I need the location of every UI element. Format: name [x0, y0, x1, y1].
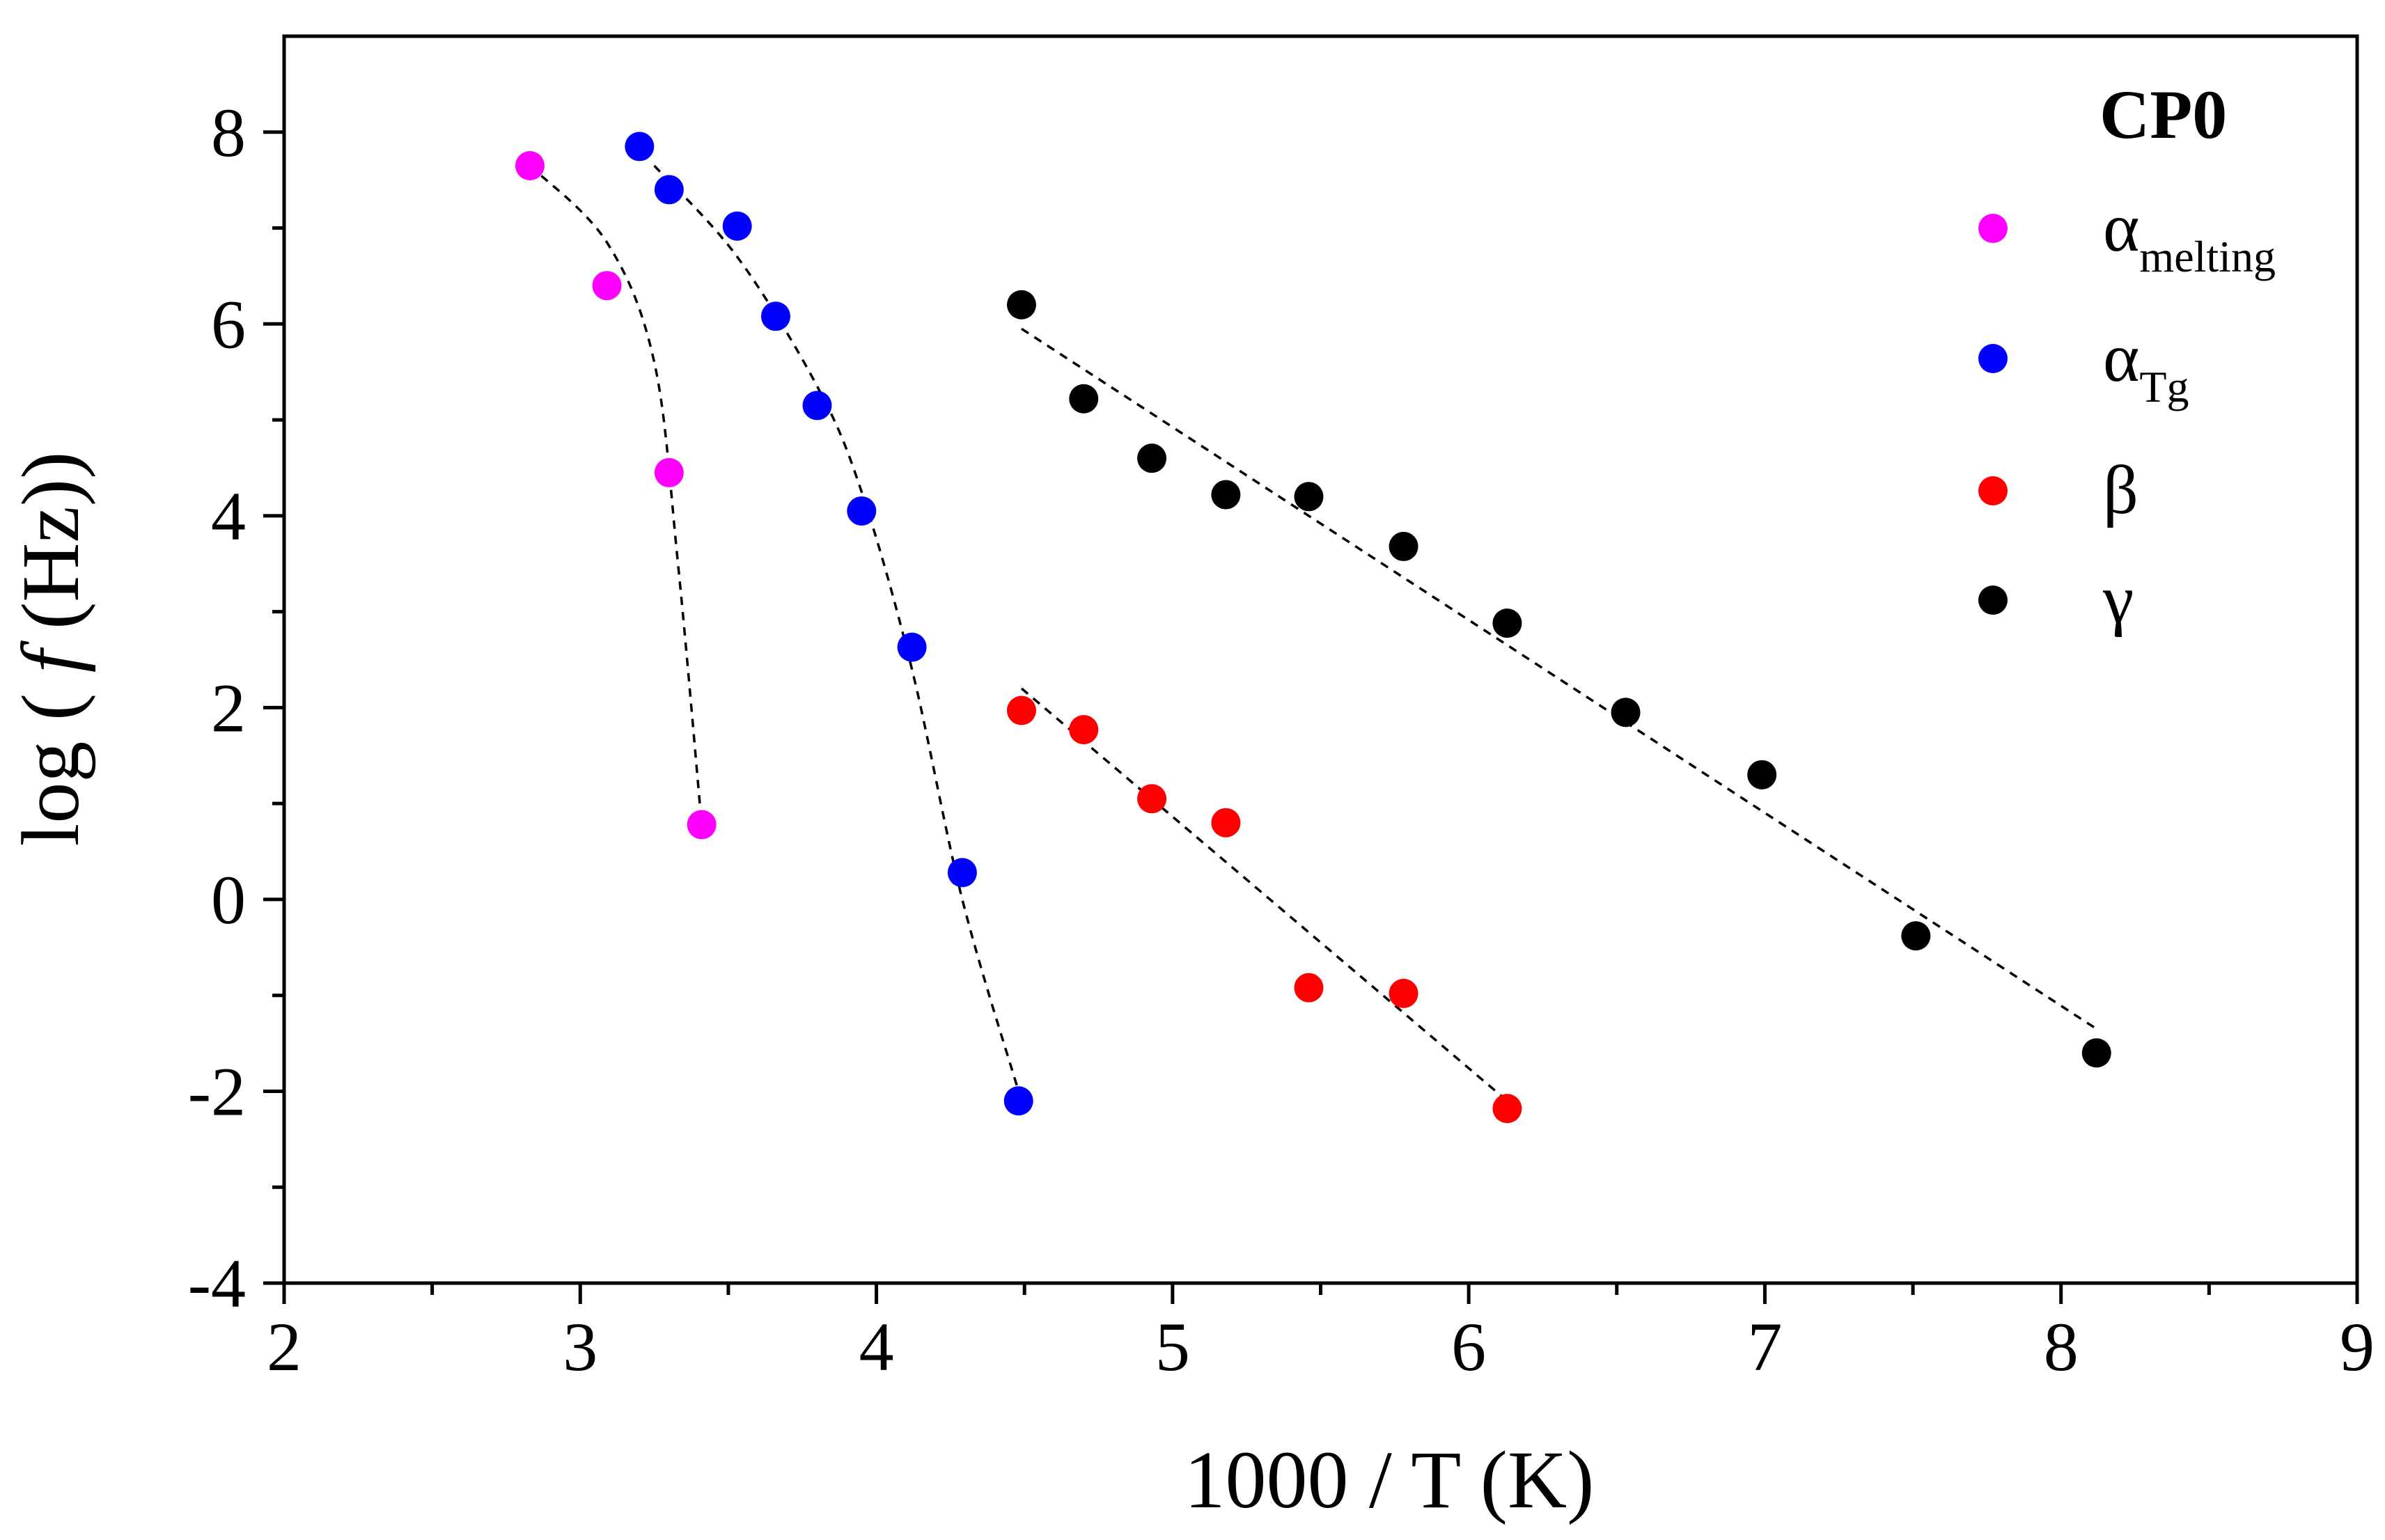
data-point	[1492, 1094, 1522, 1124]
data-point	[687, 810, 717, 840]
data-point	[760, 301, 790, 331]
fit-line-α-melting	[529, 164, 703, 825]
data-point	[1069, 384, 1099, 414]
data-point	[1492, 608, 1522, 638]
fit-line-α-Tg	[653, 164, 1020, 1092]
fit-line-β	[1020, 687, 1508, 1102]
y-tick-label: 2	[211, 669, 246, 746]
data-point	[1611, 698, 1641, 728]
y-tick-label: -2	[188, 1053, 246, 1130]
x-tick-label: 2	[267, 1308, 302, 1385]
y-tick-label: 0	[211, 861, 246, 938]
data-point	[1003, 1086, 1033, 1116]
legend-marker	[1978, 214, 2008, 243]
legend: αmelting αTg βγ	[1978, 189, 2276, 638]
fit-lines	[529, 164, 2097, 1102]
data-point	[625, 132, 655, 162]
legend-label: γ	[2102, 560, 2134, 638]
data-point	[1901, 921, 1931, 951]
tick-labels: 2 3 4 5 6 7 8 9 -4 -2 0 2 4 6 8	[188, 94, 2375, 1385]
x-tick-label: 8	[2044, 1308, 2079, 1385]
data-point	[1137, 784, 1167, 814]
data-point	[802, 391, 832, 421]
data-point	[722, 211, 752, 241]
data-point	[1211, 480, 1241, 510]
x-tick-label: 4	[859, 1308, 894, 1385]
y-axis-label: log ( f (Hz))	[5, 452, 96, 847]
data-point	[1294, 973, 1324, 1003]
data-point	[1211, 808, 1241, 838]
y-tick-label: 4	[211, 478, 246, 555]
y-axis-label-prefix: log (	[5, 673, 96, 846]
data-point	[1137, 443, 1167, 473]
legend-label: αTg	[2103, 319, 2189, 411]
data-point	[1006, 696, 1036, 725]
data-point	[897, 632, 927, 662]
x-tick-label: 3	[563, 1308, 597, 1385]
legend-marker	[1978, 344, 2008, 373]
y-axis-label-suffix: (Hz))	[5, 452, 96, 650]
legend-marker	[1978, 476, 2008, 505]
data-point	[1389, 978, 1418, 1008]
data-point	[2081, 1038, 2111, 1068]
x-tick-label: 9	[2340, 1308, 2375, 1385]
x-tick-label: 5	[1155, 1308, 1190, 1385]
data-point	[654, 175, 684, 205]
x-axis-label: 1000 / T (K)	[1184, 1434, 1595, 1525]
data-point	[515, 150, 545, 180]
data-point	[1294, 482, 1324, 512]
data-point	[654, 457, 684, 487]
chart-title: CP0	[2099, 76, 2227, 153]
data-point	[1747, 760, 1777, 789]
y-tick-label: 6	[211, 285, 246, 363]
fit-line-γ	[1021, 327, 2097, 1030]
x-tick-label: 7	[1747, 1308, 1782, 1385]
data-point	[1006, 290, 1036, 320]
data-point	[947, 858, 977, 888]
legend-label: β	[2103, 451, 2138, 528]
data-point	[847, 496, 877, 526]
data-point	[1389, 531, 1418, 561]
legend-label: αmelting	[2103, 189, 2276, 281]
y-tick-label: -4	[188, 1245, 246, 1322]
legend-marker	[1978, 586, 2008, 615]
y-tick-label: 8	[211, 94, 246, 171]
data-points	[515, 132, 2111, 1124]
data-point	[592, 271, 622, 301]
axis-ticks	[263, 130, 2359, 1304]
x-tick-label: 6	[1451, 1308, 1486, 1385]
plot-area-frame	[282, 34, 2359, 1285]
data-point	[1069, 715, 1099, 745]
